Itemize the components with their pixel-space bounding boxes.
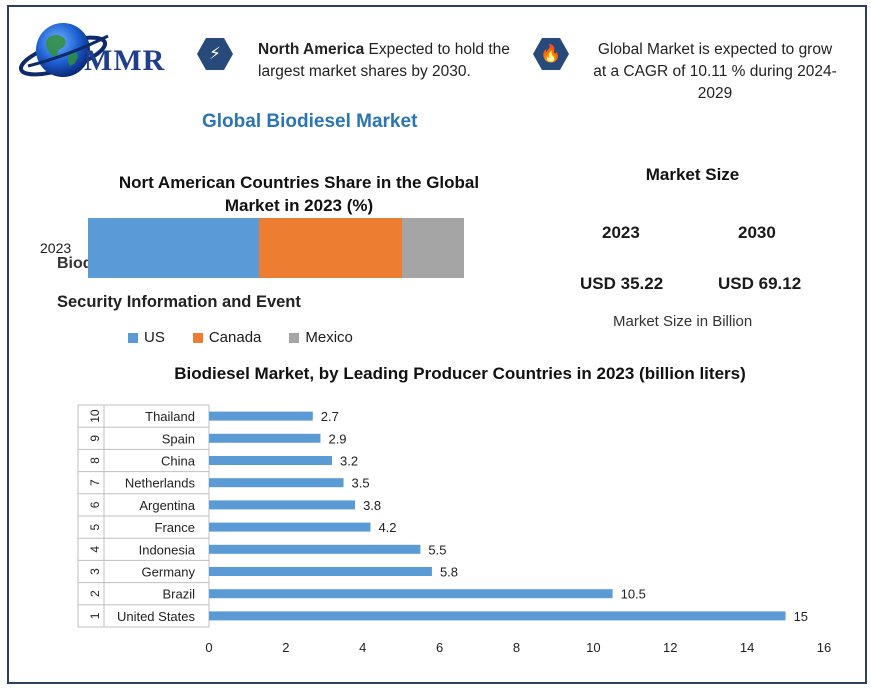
legend-swatch: [289, 332, 300, 343]
bar-spain: [209, 433, 321, 443]
bar-thailand: [209, 411, 313, 421]
category-label: Argentina: [139, 498, 195, 513]
x-tick-label: 10: [586, 640, 600, 655]
share-segment-us: [88, 218, 260, 278]
producer-chart-title: Biodiesel Market, by Leading Producer Co…: [174, 364, 746, 383]
bar-value-label: 5.5: [428, 542, 446, 557]
mmr-logo: [18, 18, 188, 88]
share-chart-title: Nort American Countries Share in the Glo…: [118, 173, 480, 215]
rank-label: 9: [88, 435, 102, 442]
logo-wordmark: MMR: [84, 44, 166, 77]
legend-item-us: US: [128, 329, 165, 346]
category-label: China: [161, 454, 196, 469]
legend-swatch: [128, 332, 138, 343]
bar-brazil: [209, 589, 613, 599]
infographic-frame: [7, 5, 867, 684]
page-title: Global Biodiesel Market: [202, 111, 418, 132]
bar-value-label: 5.8: [440, 565, 458, 580]
bar-indonesia: [209, 544, 421, 554]
x-tick-label: 8: [513, 640, 520, 655]
category-label: Indonesia: [139, 542, 196, 557]
globe-icon: [18, 23, 109, 77]
category-label: Netherlands: [125, 476, 196, 491]
market-size-year-2030: 2030: [738, 223, 776, 242]
x-tick-label: 16: [817, 640, 831, 655]
bar-value-label: 10.5: [621, 587, 646, 602]
bar-argentina: [209, 500, 356, 510]
share-segment-canada: [259, 218, 402, 278]
callout-text: Expected to hold the largest market shar…: [258, 41, 510, 80]
rank-label: 7: [88, 479, 102, 486]
market-size-unit: Market Size in Billion: [613, 313, 753, 330]
cagr-callout: Global Market is expected to grow at a C…: [593, 41, 837, 102]
bar-value-label: 3.8: [363, 498, 381, 513]
rank-label: 4: [88, 546, 102, 553]
category-label: Brazil: [162, 587, 195, 602]
bar-value-label: 15: [794, 609, 808, 624]
rank-label: 3: [88, 568, 102, 575]
bar-france: [209, 522, 371, 532]
bar-value-label: 4.2: [378, 520, 396, 535]
share-subtitle: Security Information and Event: [57, 293, 301, 311]
bar-value-label: 3.2: [340, 454, 358, 469]
overlap-label: Biod: [57, 255, 93, 272]
category-label: Thailand: [145, 409, 195, 424]
category-label: Spain: [162, 431, 195, 446]
bar-value-label: 2.7: [321, 409, 339, 424]
legend-label: US: [144, 329, 165, 346]
x-tick-label: 12: [663, 640, 677, 655]
share-legend: US Canada Mexico: [128, 329, 381, 346]
rank-label: 1: [88, 612, 102, 619]
legend-swatch: [192, 332, 203, 343]
x-tick-label: 14: [740, 640, 754, 655]
bar-china: [209, 456, 332, 465]
rank-label: 6: [88, 501, 102, 508]
producer-bar-chart: 15 United States 1 10.5 Brazil 2 5.8 Germany 3 5.…: [77, 404, 831, 655]
rank-label: 8: [88, 457, 102, 464]
bar-netherlands: [209, 478, 344, 488]
north-america-callout: North America Expected to hold the large…: [258, 39, 533, 83]
market-size-title: Market Size: [645, 165, 740, 184]
bar-germany: [209, 567, 432, 576]
x-tick-label: 0: [205, 640, 212, 655]
bar-united-states: [209, 611, 786, 621]
legend-item-mexico: Mexico: [289, 329, 353, 346]
rank-label: 5: [88, 523, 102, 530]
legend-label: Canada: [208, 329, 262, 346]
rank-label: 2: [88, 590, 102, 597]
market-size-value-2023: USD 35.22: [580, 274, 664, 293]
legend-label: Mexico: [305, 329, 353, 346]
bar-value-label: 3.5: [352, 476, 370, 491]
x-tick-label: 2: [282, 640, 289, 655]
bar-value-label: 2.9: [328, 431, 346, 446]
stacked-share-bar: [88, 218, 464, 278]
x-tick-label: 6: [436, 640, 443, 655]
share-segment-mexico: [401, 218, 464, 278]
category-label: Germany: [142, 565, 196, 580]
callout-bold: North America: [258, 41, 365, 58]
share-year-label: 2023: [40, 240, 72, 256]
market-size-value-2030: USD 69.12: [718, 274, 802, 293]
x-tick-label: 4: [359, 640, 366, 655]
legend-item-canada: Canada: [192, 329, 262, 346]
category-label: United States: [117, 609, 196, 624]
market-size-year-2023: 2023: [602, 223, 640, 242]
category-label: France: [155, 520, 195, 535]
rank-label: 10: [88, 409, 102, 423]
